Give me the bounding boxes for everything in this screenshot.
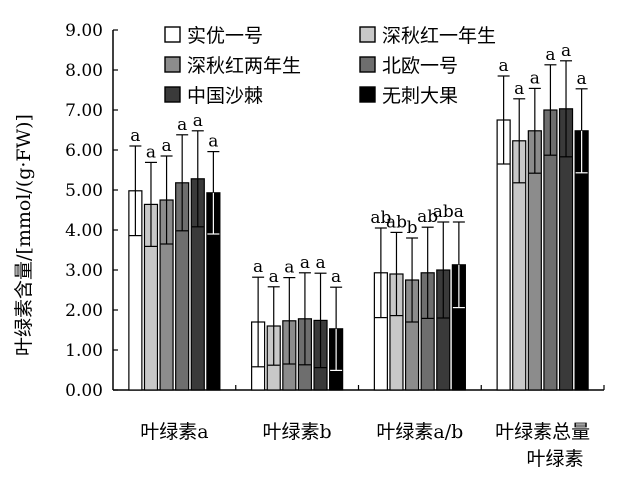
y-tick-label: 6.00 bbox=[65, 141, 103, 161]
y-tick-label: 3.00 bbox=[65, 261, 103, 281]
legend-label: 中国沙棘 bbox=[187, 85, 263, 107]
significance-letter: b bbox=[407, 218, 418, 238]
significance-letter: a bbox=[454, 202, 464, 222]
significance-letter: a bbox=[269, 267, 279, 287]
legend-label: 北欧一号 bbox=[382, 55, 458, 77]
x-tick-label: 叶绿素b bbox=[263, 421, 332, 443]
significance-letter: a bbox=[177, 115, 187, 135]
significance-letter: ab bbox=[370, 208, 391, 228]
legend-swatch bbox=[164, 26, 181, 43]
significance-letter: ab bbox=[386, 212, 407, 232]
x-tick-label: 叶绿素a bbox=[140, 421, 208, 443]
x-tick-label: 叶绿素总量 bbox=[495, 421, 590, 443]
significance-letter: a bbox=[530, 68, 540, 88]
y-tick-label: 5.00 bbox=[65, 181, 103, 201]
legend-swatch bbox=[164, 86, 181, 103]
significance-letter: a bbox=[331, 267, 341, 287]
legend-label: 深秋红两年生 bbox=[187, 55, 301, 77]
y-tick-label: 4.00 bbox=[65, 221, 103, 241]
significance-letter: a bbox=[315, 253, 325, 273]
y-tick-label: 9.00 bbox=[65, 21, 103, 41]
significance-letter: a bbox=[545, 45, 555, 65]
legend-swatch bbox=[164, 56, 181, 73]
legend-swatch bbox=[359, 56, 376, 73]
legend-swatch bbox=[359, 86, 376, 103]
y-tick-label: 0.00 bbox=[65, 381, 103, 401]
y-tick-label: 2.00 bbox=[65, 301, 103, 321]
significance-letter: a bbox=[561, 41, 571, 61]
significance-letter: a bbox=[208, 132, 218, 152]
significance-letter: a bbox=[130, 126, 140, 146]
y-tick-label: 1.00 bbox=[65, 341, 103, 361]
legend-label: 深秋红一年生 bbox=[382, 25, 496, 47]
y-axis-label: 叶绿素含量/[mmol/(g·FW)] bbox=[13, 114, 35, 356]
significance-letter: ab bbox=[433, 202, 454, 222]
y-tick-label: 7.00 bbox=[65, 101, 103, 121]
y-tick-label: 8.00 bbox=[65, 61, 103, 81]
x-axis-label: 叶绿素 bbox=[526, 448, 583, 470]
significance-letter: a bbox=[253, 257, 263, 277]
legend-label: 实优一号 bbox=[187, 25, 263, 47]
significance-letter: a bbox=[162, 136, 172, 156]
significance-letter: a bbox=[146, 142, 156, 162]
significance-letter: a bbox=[300, 253, 310, 273]
plot-area: 0.00 1.00 2.00 3.00 4.00 5.00 6.00 7.00 8.00 9.00… bbox=[65, 21, 605, 443]
legend-swatch bbox=[359, 26, 376, 43]
legend-label: 无刺大果 bbox=[382, 85, 458, 107]
significance-letter: a bbox=[514, 79, 524, 99]
significance-letter: a bbox=[193, 111, 203, 131]
significance-letter: a bbox=[284, 258, 294, 278]
significance-letter: a bbox=[499, 56, 509, 76]
significance-letter: a bbox=[577, 69, 587, 89]
x-tick-label: 叶绿素a/b bbox=[376, 421, 463, 443]
significance-letter: ab bbox=[417, 207, 438, 227]
